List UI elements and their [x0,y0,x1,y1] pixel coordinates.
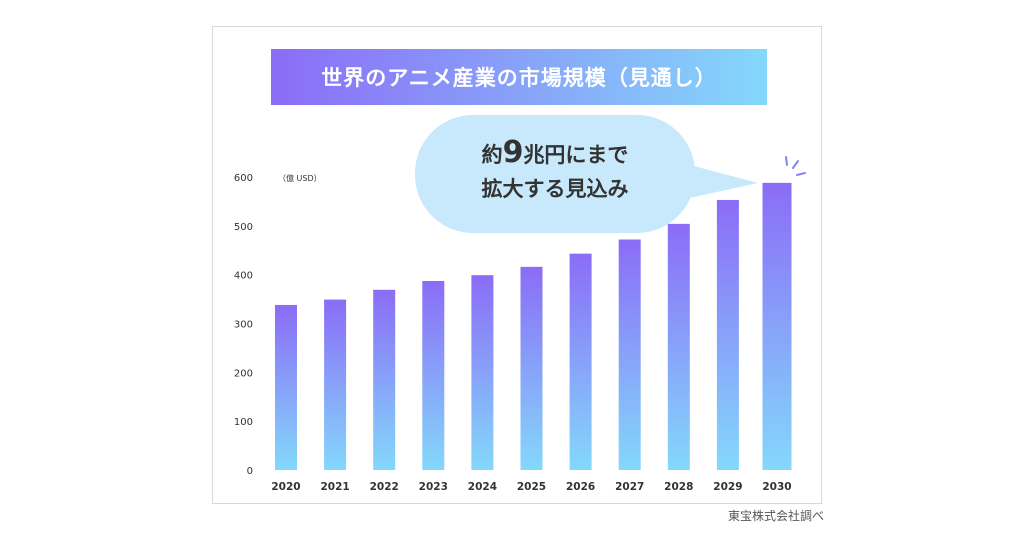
bar-2024 [471,275,494,470]
speech-bubble-tail [680,165,758,200]
y-tick-label: 0 [247,466,253,477]
x-tick-label: 2023 [419,481,448,493]
x-tick-label: 2020 [271,481,300,493]
annotation-line2: 拡大する見込み [481,177,629,201]
annotation-prefix: 約 [481,143,503,167]
x-tick-label: 2025 [517,481,546,493]
annotation-number: 9 [502,135,524,170]
x-tick-label: 2027 [615,481,644,493]
x-tick-label: 2024 [468,481,497,493]
y-tick-label: 200 [234,368,253,379]
x-tick-label: 2028 [664,481,693,493]
annotation-text: 約9兆円にまで 拡大する見込み [430,136,680,206]
bar-2029 [716,199,739,470]
bar-2023 [422,281,445,470]
x-tick-label: 2026 [566,481,595,493]
bar-2026 [569,253,592,470]
sparkle-icon [785,156,806,176]
bar-2027 [618,239,641,470]
x-tick-label: 2030 [762,481,791,493]
y-tick-label: 100 [234,417,253,428]
bar-2025 [520,266,543,470]
bar-2021 [324,299,347,470]
chart-title: 世界のアニメ産業の市場規模（見通し） [271,49,767,105]
x-tick-label: 2029 [713,481,742,493]
x-tick-label: 2021 [320,481,349,493]
unit-label: （億 USD） [278,173,322,183]
y-tick-label: 500 [234,222,253,233]
y-axis: 0 100 200 300 400 500 600 [234,173,253,477]
bar-2028 [667,223,690,470]
x-tick-label: 2022 [370,481,399,493]
bars [275,182,792,471]
bar-2020 [275,304,297,470]
bar-2022 [373,289,396,470]
y-tick-label: 400 [234,271,253,282]
x-axis: 2020 2021 2022 2023 2024 2025 2026 2027 2028 2029… [271,481,791,493]
speech-bubble-body [415,115,695,233]
y-tick-label: 600 [234,173,253,184]
y-tick-label: 300 [234,320,253,331]
annotation-suffix: 兆円にまで [523,143,629,167]
source-note: 東宝株式会社調べ [727,509,824,523]
bar-2030 [762,182,792,471]
speech-bubble [415,115,758,233]
